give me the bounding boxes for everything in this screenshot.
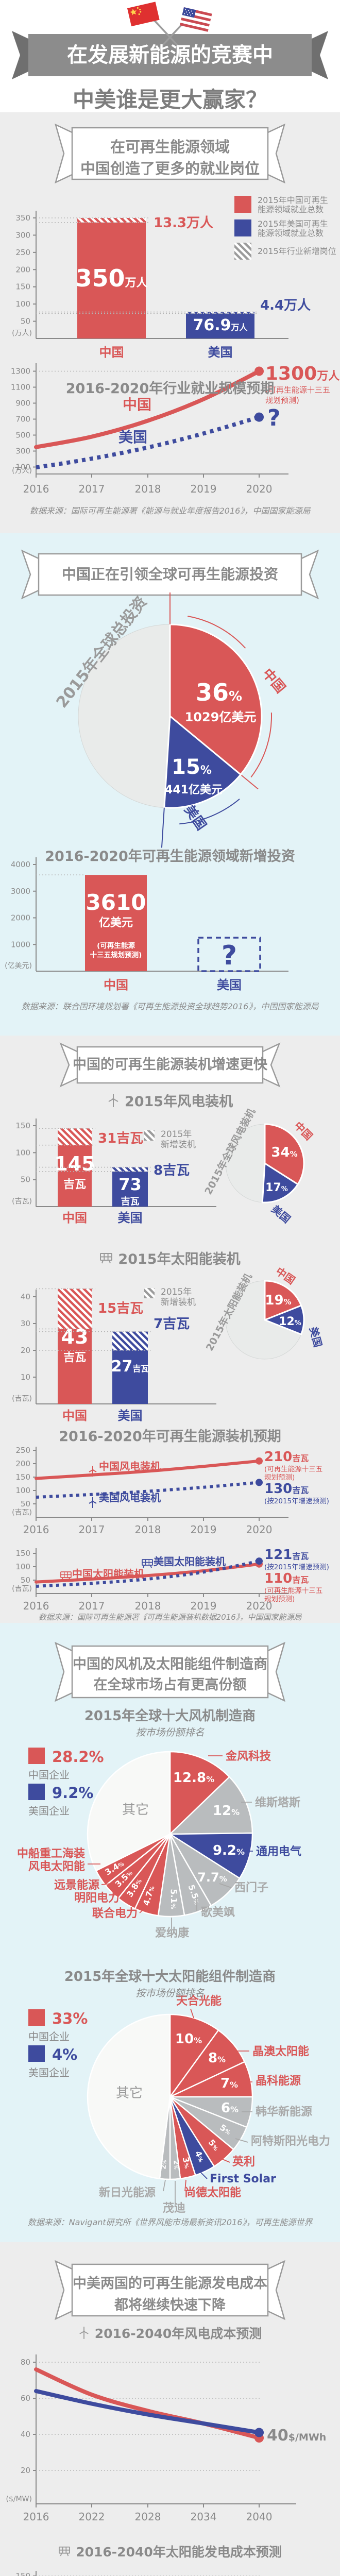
section1-ribbon-line1: 在可再生能源领域 <box>110 138 230 156</box>
wind-mfg-title: 2015年全球十大风机制造商 <box>84 1708 256 1724</box>
invest-bar-title: 2016-2020年可再生能源领域新增投资 <box>45 849 295 865</box>
header-banner: 在发展新能源的竞赛中 <box>67 43 273 67</box>
section5-ribbon-line1: 中美两国的可再生能源发电成本 <box>73 2276 267 2292</box>
solar-install-subtitle: 2015年太阳能装机 <box>0 1248 340 1268</box>
jobs-forecast-title: 2016-2020年行业就业规模预期 <box>65 381 275 397</box>
wind-cost-title-text: 2016-2040年风电成本预测 <box>94 2326 262 2341</box>
section1-source: 数据来源：国际可再生能源署《能源与就业年度报告2016》，中国国家能源局 <box>29 506 311 516</box>
page-subtitle: 中美谁是更大赢家？ <box>72 87 267 112</box>
wind-mfg-subtitle: 按市场份额排名 <box>135 1727 205 1738</box>
wind-install-subtitle: 2015年风电装机 <box>0 1090 340 1110</box>
wind-cost-title: 2016-2040年风电成本预测 <box>0 2324 340 2342</box>
section1-ribbon-line2: 中国创造了更多的就业岗位 <box>80 160 260 177</box>
section2-source: 数据来源：联合国环境规划署《可再生能源投资全球趋势2016》，中国国家能源局 <box>21 1002 319 1011</box>
solar-panel-icon <box>59 2546 71 2556</box>
section2-ribbon: 中国正在引领全球可再生能源投资 <box>61 566 278 583</box>
capacity-forecast-title: 2016-2020年可再生能源装机预期 <box>59 1429 281 1445</box>
section4-ribbon-line1: 中国的风机及太阳能组件制造商 <box>73 1656 267 1672</box>
section5-bg <box>0 2242 340 2576</box>
section3-ribbon: 中国的可再生能源装机增速更快 <box>73 1057 267 1073</box>
section3-source: 数据来源：国际可再生能源署《可再生能源装机数据2016》，中国国家能源局 <box>38 1613 302 1622</box>
section5-ribbon-line2: 都将继续快速下降 <box>114 2297 226 2313</box>
section2-bg <box>0 533 340 1036</box>
solar-cost-title: 2016-2040年太阳能发电成本预测 <box>0 2542 340 2561</box>
wind-turbine-icon <box>79 2327 89 2339</box>
solar-cost-title-text: 2016-2040年太阳能发电成本预测 <box>76 2545 282 2560</box>
solar-mfg-title: 2015年全球十大太阳能组件制造商 <box>64 1969 276 1985</box>
section4-source: 数据来源：Navigant研究所《世界风能市场最新资讯2016》，可再生能源世界 <box>27 2217 313 2227</box>
section3-bg <box>0 1036 340 1623</box>
wind-turbine-icon <box>108 1093 118 1107</box>
section4-ribbon-line2: 在全球市场占有更高份额 <box>93 1677 247 1693</box>
solar-install-subtitle-text: 2015年太阳能装机 <box>118 1251 241 1267</box>
wind-install-subtitle-text: 2015年风电装机 <box>124 1094 233 1110</box>
solar-mfg-subtitle: 按市场份额排名 <box>135 1988 205 1999</box>
solar-panel-icon <box>100 1252 113 1263</box>
